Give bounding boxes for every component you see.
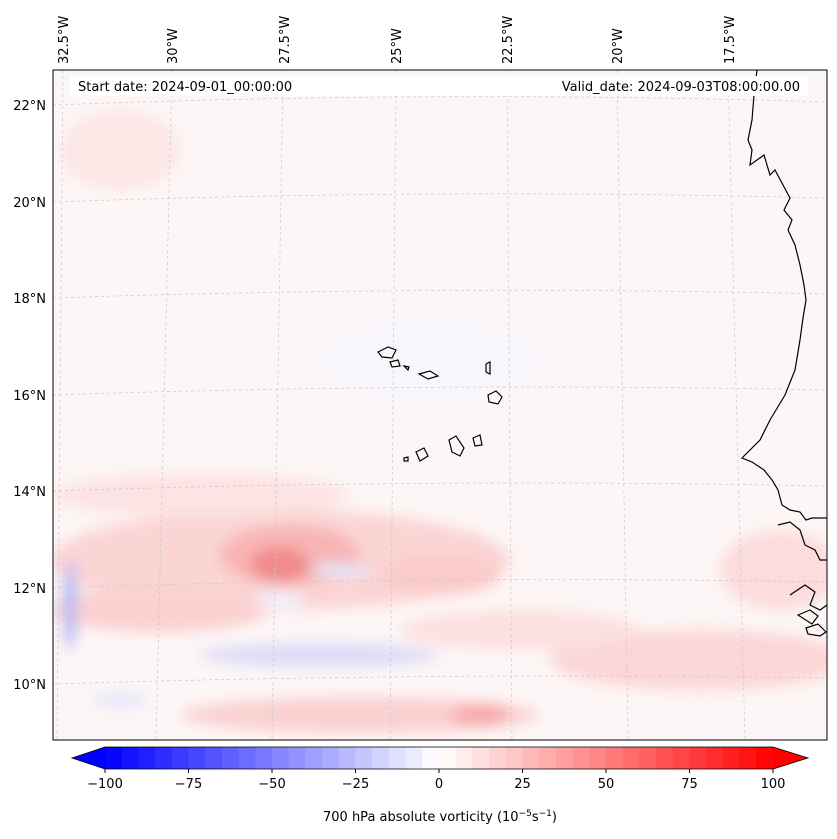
- lat-tick-label: 16°N: [13, 389, 46, 404]
- lat-tick-label: 12°N: [13, 582, 46, 597]
- colorbar-tick-label: −75: [175, 777, 202, 792]
- colorbar-tick-label: 50: [598, 777, 615, 792]
- vorticity-band-negative: [320, 320, 540, 400]
- vorticity-core: [250, 547, 310, 583]
- map-panel: Start date: 2024-09-01_00:00:00 Valid_da…: [13, 16, 828, 741]
- colorbar-segment: [706, 747, 724, 769]
- colorbar-tick-label: 25: [514, 777, 531, 792]
- vorticity-band-positive: [380, 555, 500, 595]
- colorbar-segment: [422, 747, 440, 769]
- colorbar-segment: [539, 747, 557, 769]
- longitude-axis: 32.5°W 30°W 27.5°W 25°W 22.5°W 20°W 17.5…: [57, 16, 738, 64]
- colorbar-segment: [238, 747, 256, 769]
- lon-tick-label: 17.5°W: [723, 16, 738, 64]
- colorbar-segment: [505, 747, 524, 769]
- colorbar-segment: [205, 747, 223, 769]
- colorbar-segment: [606, 747, 624, 769]
- vorticity-band-positive: [720, 530, 827, 610]
- colorbar-tick-label: −25: [342, 777, 369, 792]
- colorbar-segment: [689, 747, 707, 769]
- lon-tick-label: 32.5°W: [57, 16, 72, 64]
- colorbar-segment: [489, 747, 507, 769]
- colorbar-extend-low: [72, 747, 105, 769]
- colorbar-segment: [405, 747, 423, 769]
- vorticity-band-positive: [53, 473, 350, 517]
- colorbar-segment: [455, 747, 473, 769]
- colorbar-segment: [572, 747, 590, 769]
- gridlines: [53, 70, 827, 740]
- lon-tick-label: 30°W: [166, 28, 181, 64]
- colorbar-segment: [555, 747, 574, 769]
- colorbar-segment: [105, 747, 123, 769]
- colorbar-segment: [138, 747, 156, 769]
- colorbar-segment: [322, 747, 340, 769]
- colorbar-tick-label: 0: [435, 777, 443, 792]
- vorticity-band-positive: [53, 588, 270, 632]
- start-date-label: Start date: 2024-09-01_00:00:00: [78, 80, 292, 95]
- colorbar-segment: [305, 747, 323, 769]
- vorticity-band-positive: [550, 630, 827, 690]
- vorticity-core: [450, 705, 510, 725]
- colorbar-segment: [672, 747, 691, 769]
- colorbar: −100 −75 −50 −25 0 25 50 75 100 700 hPa absolute…: [70, 746, 810, 825]
- colorbar-segment: [121, 747, 139, 769]
- lon-tick-label: 25°W: [390, 28, 405, 64]
- colorbar-segment: [171, 747, 190, 769]
- colorbar-tick-label: 75: [681, 777, 698, 792]
- colorbar-segment: [439, 747, 457, 769]
- lon-tick-label: 27.5°W: [278, 16, 293, 64]
- colorbar-segment: [338, 747, 357, 769]
- colorbar-segment: [221, 747, 240, 769]
- colorbar-extend-high: [773, 747, 808, 769]
- vorticity-band-negative: [90, 692, 150, 708]
- colorbar-segments: [105, 747, 774, 769]
- valid-date-label: Valid_date: 2024-09-03T08:00:00.00: [562, 80, 800, 95]
- vorticity-field: [53, 70, 827, 740]
- colorbar-segment: [756, 747, 774, 769]
- map-frame: [52, 69, 828, 741]
- colorbar-segment: [522, 747, 540, 769]
- latitude-axis: 22°N 20°N 18°N 16°N 14°N 12°N 10°N: [13, 99, 46, 693]
- lat-tick-label: 14°N: [13, 485, 46, 500]
- lat-tick-label: 20°N: [13, 196, 46, 211]
- colorbar-ticks: −100 −75 −50 −25 0 25 50 75 100: [87, 769, 785, 792]
- lon-tick-label: 20°W: [611, 28, 626, 64]
- colorbar-segment: [255, 747, 273, 769]
- colorbar-segment: [372, 747, 390, 769]
- vorticity-band-negative: [310, 563, 370, 577]
- colorbar-label: 700 hPa absolute vorticity (10−5s−1): [323, 809, 557, 825]
- lat-tick-label: 18°N: [13, 292, 46, 307]
- colorbar-segment: [589, 747, 607, 769]
- colorbar-segment: [355, 747, 373, 769]
- colorbar-segment: [288, 747, 306, 769]
- vorticity-band-positive: [60, 110, 180, 190]
- lat-tick-label: 22°N: [13, 99, 46, 114]
- colorbar-tick-label: −50: [258, 777, 285, 792]
- colorbar-tick-label: 100: [761, 777, 786, 792]
- colorbar-segment: [188, 747, 206, 769]
- colorbar-segment: [155, 747, 173, 769]
- lat-tick-label: 10°N: [13, 678, 46, 693]
- colorbar-segment: [472, 747, 490, 769]
- vorticity-band-negative: [63, 560, 77, 650]
- cabo-verde-islands: [377, 346, 503, 462]
- colorbar-segment: [272, 747, 290, 769]
- vorticity-band-negative: [200, 643, 440, 667]
- vorticity-band-positive: [180, 697, 540, 733]
- colorbar-segment: [656, 747, 674, 769]
- colorbar-segment: [388, 747, 407, 769]
- colorbar-segment: [639, 747, 657, 769]
- colorbar-segment: [622, 747, 640, 769]
- vorticity-band-positive: [400, 610, 640, 650]
- lon-tick-label: 22.5°W: [501, 16, 516, 64]
- vorticity-band-negative: [255, 592, 305, 608]
- coastline: [740, 70, 827, 637]
- colorbar-segment: [739, 747, 757, 769]
- colorbar-segment: [722, 747, 741, 769]
- header-box: [70, 76, 808, 96]
- colorbar-tick-label: −100: [87, 777, 123, 792]
